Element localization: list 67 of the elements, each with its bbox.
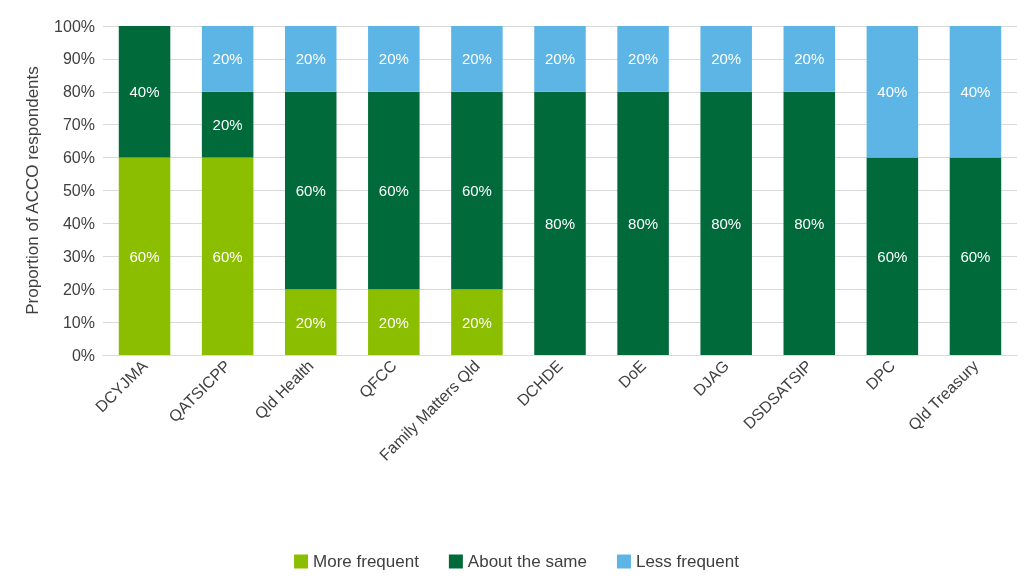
bar — [700, 26, 752, 92]
bar — [617, 26, 669, 92]
bar — [949, 157, 1002, 355]
bar — [201, 26, 254, 92]
legend-label: About the same — [467, 552, 587, 571]
bar — [201, 91, 254, 158]
y-tick-label: 80% — [62, 83, 95, 101]
data-label: 60% — [960, 247, 991, 265]
bar — [866, 26, 919, 158]
data-label: 20% — [295, 50, 326, 68]
bar — [700, 91, 752, 355]
data-label: 20% — [378, 313, 409, 331]
bar — [451, 91, 503, 290]
data-label: 20% — [461, 313, 492, 331]
data-label: 80% — [628, 214, 659, 232]
bar — [284, 26, 337, 92]
data-label: 20% — [711, 50, 742, 68]
y-tick-label: 100% — [54, 17, 95, 35]
y-tick-label: 50% — [62, 182, 95, 199]
data-label: 60% — [129, 247, 160, 265]
bar — [368, 91, 420, 290]
bar — [617, 91, 669, 355]
bar — [866, 157, 919, 355]
bar — [783, 91, 836, 355]
legend-label: More frequent — [313, 552, 420, 571]
bar — [201, 157, 254, 355]
bar — [949, 26, 1002, 158]
data-label: 40% — [129, 83, 160, 101]
legend-label: Less frequent — [635, 552, 740, 571]
data-label: 80% — [544, 214, 576, 232]
y-tick-label: 70% — [62, 116, 95, 134]
data-label: 60% — [212, 247, 243, 265]
y-tick-label: 30% — [62, 247, 95, 265]
data-label: 60% — [877, 247, 908, 265]
y-tick-label: 60% — [62, 149, 95, 167]
data-label: 80% — [711, 214, 742, 232]
data-label: 20% — [628, 50, 659, 68]
data-label: 60% — [295, 182, 326, 199]
data-label: 20% — [794, 50, 825, 68]
y-tick-label: 0% — [71, 346, 95, 364]
y-axis-title: Proportion of ACCO respondents — [23, 66, 42, 315]
data-label: 20% — [378, 50, 409, 68]
data-label: 20% — [212, 50, 243, 68]
data-label: 20% — [295, 313, 326, 331]
bar — [783, 26, 836, 92]
data-label: 80% — [794, 214, 825, 232]
data-label: 20% — [212, 116, 243, 134]
bar — [118, 157, 171, 355]
y-tick-label: 20% — [62, 280, 95, 298]
bar — [534, 91, 586, 355]
bar — [284, 91, 337, 290]
data-label: 40% — [877, 83, 908, 101]
y-tick-label: 90% — [62, 50, 95, 68]
bar — [451, 26, 503, 92]
bar — [368, 289, 420, 355]
data-label: 20% — [544, 50, 576, 68]
data-label: 40% — [960, 83, 991, 101]
bar — [451, 289, 503, 355]
bar — [284, 289, 337, 355]
bar — [368, 26, 420, 92]
y-tick-label: 40% — [62, 214, 95, 232]
bar — [534, 26, 586, 92]
data-label: 60% — [461, 182, 492, 199]
y-tick-label: 10% — [62, 313, 95, 331]
data-label: 60% — [378, 182, 409, 199]
data-label: 20% — [461, 50, 492, 68]
bar — [118, 26, 171, 158]
